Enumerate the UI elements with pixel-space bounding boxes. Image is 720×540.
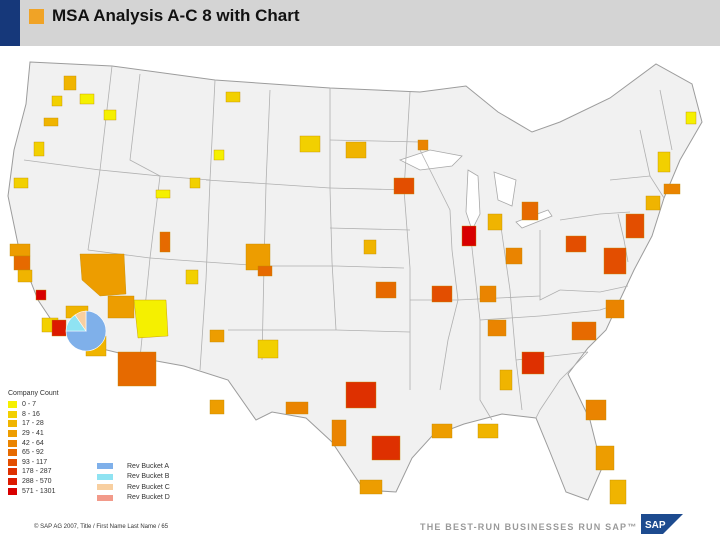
- legend-label: 288 - 570: [22, 478, 52, 486]
- legend-row: 65 - 92: [8, 448, 108, 458]
- legend-row: 42 - 64: [8, 438, 108, 448]
- revenue-pie-chart: [65, 310, 107, 352]
- pie-legend-label: Rev Bucket C: [127, 483, 170, 491]
- us-msa-map: [0, 50, 720, 520]
- pie-legend-row: Rev Bucket B: [97, 472, 207, 483]
- pie-slice-a: [65, 310, 107, 352]
- legend-label: 0 - 7: [22, 401, 37, 409]
- sap-logo-icon: SAP: [641, 514, 683, 534]
- legend-label: 65 - 92: [22, 449, 44, 457]
- legend-swatch: [8, 478, 17, 486]
- state-borders: [23, 65, 673, 421]
- header-accent-bar: [0, 0, 20, 46]
- pie-legend-label: Rev Bucket B: [127, 473, 170, 481]
- legend-swatch: [8, 401, 17, 409]
- legend-label: 29 - 41: [22, 430, 44, 438]
- legend-swatch: [8, 449, 17, 457]
- pie-legend-row: Rev Bucket A: [97, 461, 207, 472]
- pie-legend-swatch: [97, 473, 113, 480]
- footer-slogan: THE BEST-RUN BUSINESSES RUN SAP™: [420, 522, 638, 532]
- legend-row: 178 - 287: [8, 467, 108, 477]
- pie-legend-swatch: [97, 463, 113, 470]
- company-count-legend: Company Count 0 - 7 8 - 16 17 - 28 29 - …: [8, 388, 108, 496]
- msa-regions: [9, 75, 697, 505]
- legend-row: 93 - 117: [8, 458, 108, 468]
- legend-swatch: [8, 439, 17, 447]
- legend-swatch: [8, 468, 17, 476]
- legend-row: 288 - 570: [8, 477, 108, 487]
- legend-row: 571 - 1301: [8, 486, 108, 496]
- pie-legend-label: Rev Bucket D: [127, 494, 170, 502]
- pie-slice-c: [74, 310, 87, 332]
- legend-label: 17 - 28: [22, 420, 44, 428]
- legend-swatch: [8, 430, 17, 438]
- slide-title: MSA Analysis A-C 8 with Chart: [52, 6, 300, 25]
- legend-title: Company Count: [8, 390, 59, 397]
- legend-label: 93 - 117: [22, 458, 48, 466]
- lake-huron: [493, 171, 517, 207]
- legend-label: 8 - 16: [22, 410, 40, 418]
- pie-legend-row: Rev Bucket C: [97, 482, 207, 493]
- svg-text:SAP: SAP: [645, 520, 666, 531]
- pie-legend-swatch: [97, 484, 113, 491]
- lake-superior: [398, 149, 463, 171]
- pie-legend-swatch: [97, 494, 113, 501]
- pie-legend-label: Rev Bucket A: [127, 462, 170, 470]
- revenue-bucket-legend: Rev Bucket A Rev Bucket B Rev Bucket C R…: [97, 461, 207, 503]
- header-square-icon: [29, 9, 44, 24]
- legend-label: 42 - 64: [22, 439, 44, 447]
- footer-copyright: © SAP AG 2007, Title / First Name Last N…: [34, 524, 169, 530]
- legend-row: 0 - 7: [8, 400, 108, 410]
- legend-swatch: [8, 458, 17, 466]
- legend-row: 29 - 41: [8, 429, 108, 439]
- legend-swatch: [8, 487, 17, 495]
- pie-legend-row: Rev Bucket D: [97, 493, 207, 504]
- legend-label: 571 - 1301: [22, 487, 56, 495]
- legend-row: 17 - 28: [8, 419, 108, 429]
- slide-header: MSA Analysis A-C 8 with Chart: [0, 0, 720, 46]
- legend-label: 178 - 287: [22, 468, 52, 476]
- legend-swatch: [8, 410, 17, 418]
- legend-row: 8 - 16: [8, 410, 108, 420]
- lake-michigan: [465, 169, 481, 232]
- legend-swatch: [8, 420, 17, 428]
